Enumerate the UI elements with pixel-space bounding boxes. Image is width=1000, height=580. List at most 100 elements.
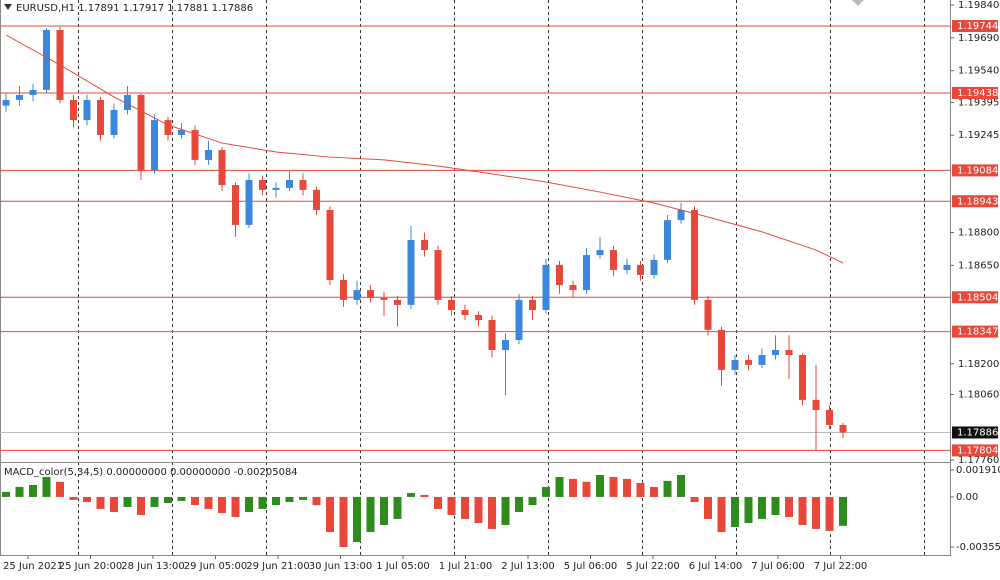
macd-bar xyxy=(690,496,699,503)
macd-bar xyxy=(785,496,793,517)
menu-arrow[interactable] xyxy=(4,4,12,10)
macd-bar xyxy=(2,491,10,497)
candle-body xyxy=(812,399,820,410)
y-tick-label: 1.19840 xyxy=(958,0,999,11)
macd-bar xyxy=(447,496,456,515)
candle-body xyxy=(583,255,590,291)
candle-body xyxy=(569,285,577,291)
x-tick-label: 2 Jul 13:00 xyxy=(501,561,555,572)
moving-average xyxy=(5,34,844,264)
macd-bar xyxy=(771,496,780,515)
level-label-box xyxy=(952,291,998,304)
macd-bar xyxy=(758,496,766,519)
y-tick-label: 1.18650 xyxy=(958,260,999,271)
macd-bar xyxy=(744,496,753,524)
macd-bar xyxy=(839,496,847,526)
x-tick-label: 28 Jun 13:00 xyxy=(121,561,185,572)
macd-bar xyxy=(110,496,118,513)
macd-bar xyxy=(164,496,172,504)
candle-body xyxy=(731,360,739,370)
macd-bar xyxy=(272,496,280,505)
macd-bar xyxy=(596,474,604,497)
macd-bar xyxy=(650,486,658,497)
level-label-box xyxy=(952,164,998,177)
candle-body xyxy=(137,94,145,170)
macd-bar xyxy=(83,496,91,503)
candle-body xyxy=(623,264,631,270)
level-label: 1.17804 xyxy=(957,445,998,456)
candle-body xyxy=(839,425,847,433)
y-tick-label: 1.18200 xyxy=(958,359,999,370)
candle-body xyxy=(16,94,23,100)
level-label: 1.19744 xyxy=(957,21,998,32)
y-tick-label: 1.19690 xyxy=(958,33,999,44)
macd-bar xyxy=(353,496,361,543)
candle-body xyxy=(191,129,199,160)
level-label-box xyxy=(952,325,998,338)
macd-y-tick-label: -0.0035540 xyxy=(956,542,1000,553)
candle-body xyxy=(326,210,334,280)
candle-body xyxy=(380,297,388,300)
macd-bar xyxy=(366,496,375,533)
macd-y-tick-label: 0.00 xyxy=(956,492,978,503)
candle-body xyxy=(664,220,671,260)
candle-body xyxy=(286,180,293,188)
candle-body xyxy=(475,315,482,321)
candle-body xyxy=(799,355,806,400)
macd-bar xyxy=(434,496,442,509)
x-tick-label: 7 Jul 22:00 xyxy=(814,561,868,572)
macd-bar xyxy=(420,494,429,497)
candle-body xyxy=(502,339,509,350)
macd-bar xyxy=(69,496,78,500)
candle-body xyxy=(394,299,401,305)
macd-bar xyxy=(488,496,496,529)
x-tick-label: 1 Jul 21:00 xyxy=(439,561,493,572)
candle-body xyxy=(245,180,253,225)
candle-body xyxy=(488,320,496,350)
macd-bar xyxy=(177,496,186,501)
candle-body xyxy=(434,250,442,300)
candle-body xyxy=(299,180,307,190)
x-tick-label: 7 Jul 06:00 xyxy=(751,561,805,572)
macd-bar xyxy=(704,496,712,519)
current-price-label: 1.17886 xyxy=(957,427,998,438)
y-tick-label: 1.17760 xyxy=(958,455,999,466)
y-tick-label: 1.19245 xyxy=(958,130,999,141)
macd-bar xyxy=(663,480,672,497)
macd-bar xyxy=(623,478,631,497)
candle-body xyxy=(272,187,280,190)
candle-body xyxy=(826,409,833,426)
candle-body xyxy=(340,280,347,300)
level-label: 1.18943 xyxy=(957,196,998,207)
macd-bar xyxy=(137,496,145,515)
x-tick-label: 25 Jun 20:00 xyxy=(59,561,123,572)
macd-bar xyxy=(339,496,348,547)
macd-bar xyxy=(29,484,37,497)
x-tick-label: 29 Jun 21:00 xyxy=(246,561,310,572)
candle-body xyxy=(232,185,239,225)
candle-body xyxy=(745,360,752,365)
macd-bar xyxy=(299,496,307,500)
level-label: 1.18347 xyxy=(957,327,998,338)
x-tick-label: 6 Jul 14:00 xyxy=(689,561,743,572)
x-tick-label: 5 Jul 22:00 xyxy=(626,561,680,572)
y-tick-label: 1.19395 xyxy=(958,97,999,108)
candle-body xyxy=(205,150,212,160)
candle-body xyxy=(259,180,266,190)
candle-body xyxy=(178,129,185,135)
scroll-arrow[interactable] xyxy=(852,0,864,6)
candle-body xyxy=(542,264,550,310)
candle-body xyxy=(461,309,469,315)
macd-bar xyxy=(582,481,591,497)
level-label-box xyxy=(952,86,998,99)
y-tick-label: 1.18060 xyxy=(958,389,999,400)
candle-body xyxy=(29,89,37,95)
x-tick-label: 5 Jul 06:00 xyxy=(564,561,618,572)
macd-bar xyxy=(569,478,577,497)
candle-body xyxy=(718,329,725,370)
macd-bar xyxy=(393,496,402,519)
candle-body xyxy=(407,239,415,305)
macd-bar xyxy=(56,481,64,497)
